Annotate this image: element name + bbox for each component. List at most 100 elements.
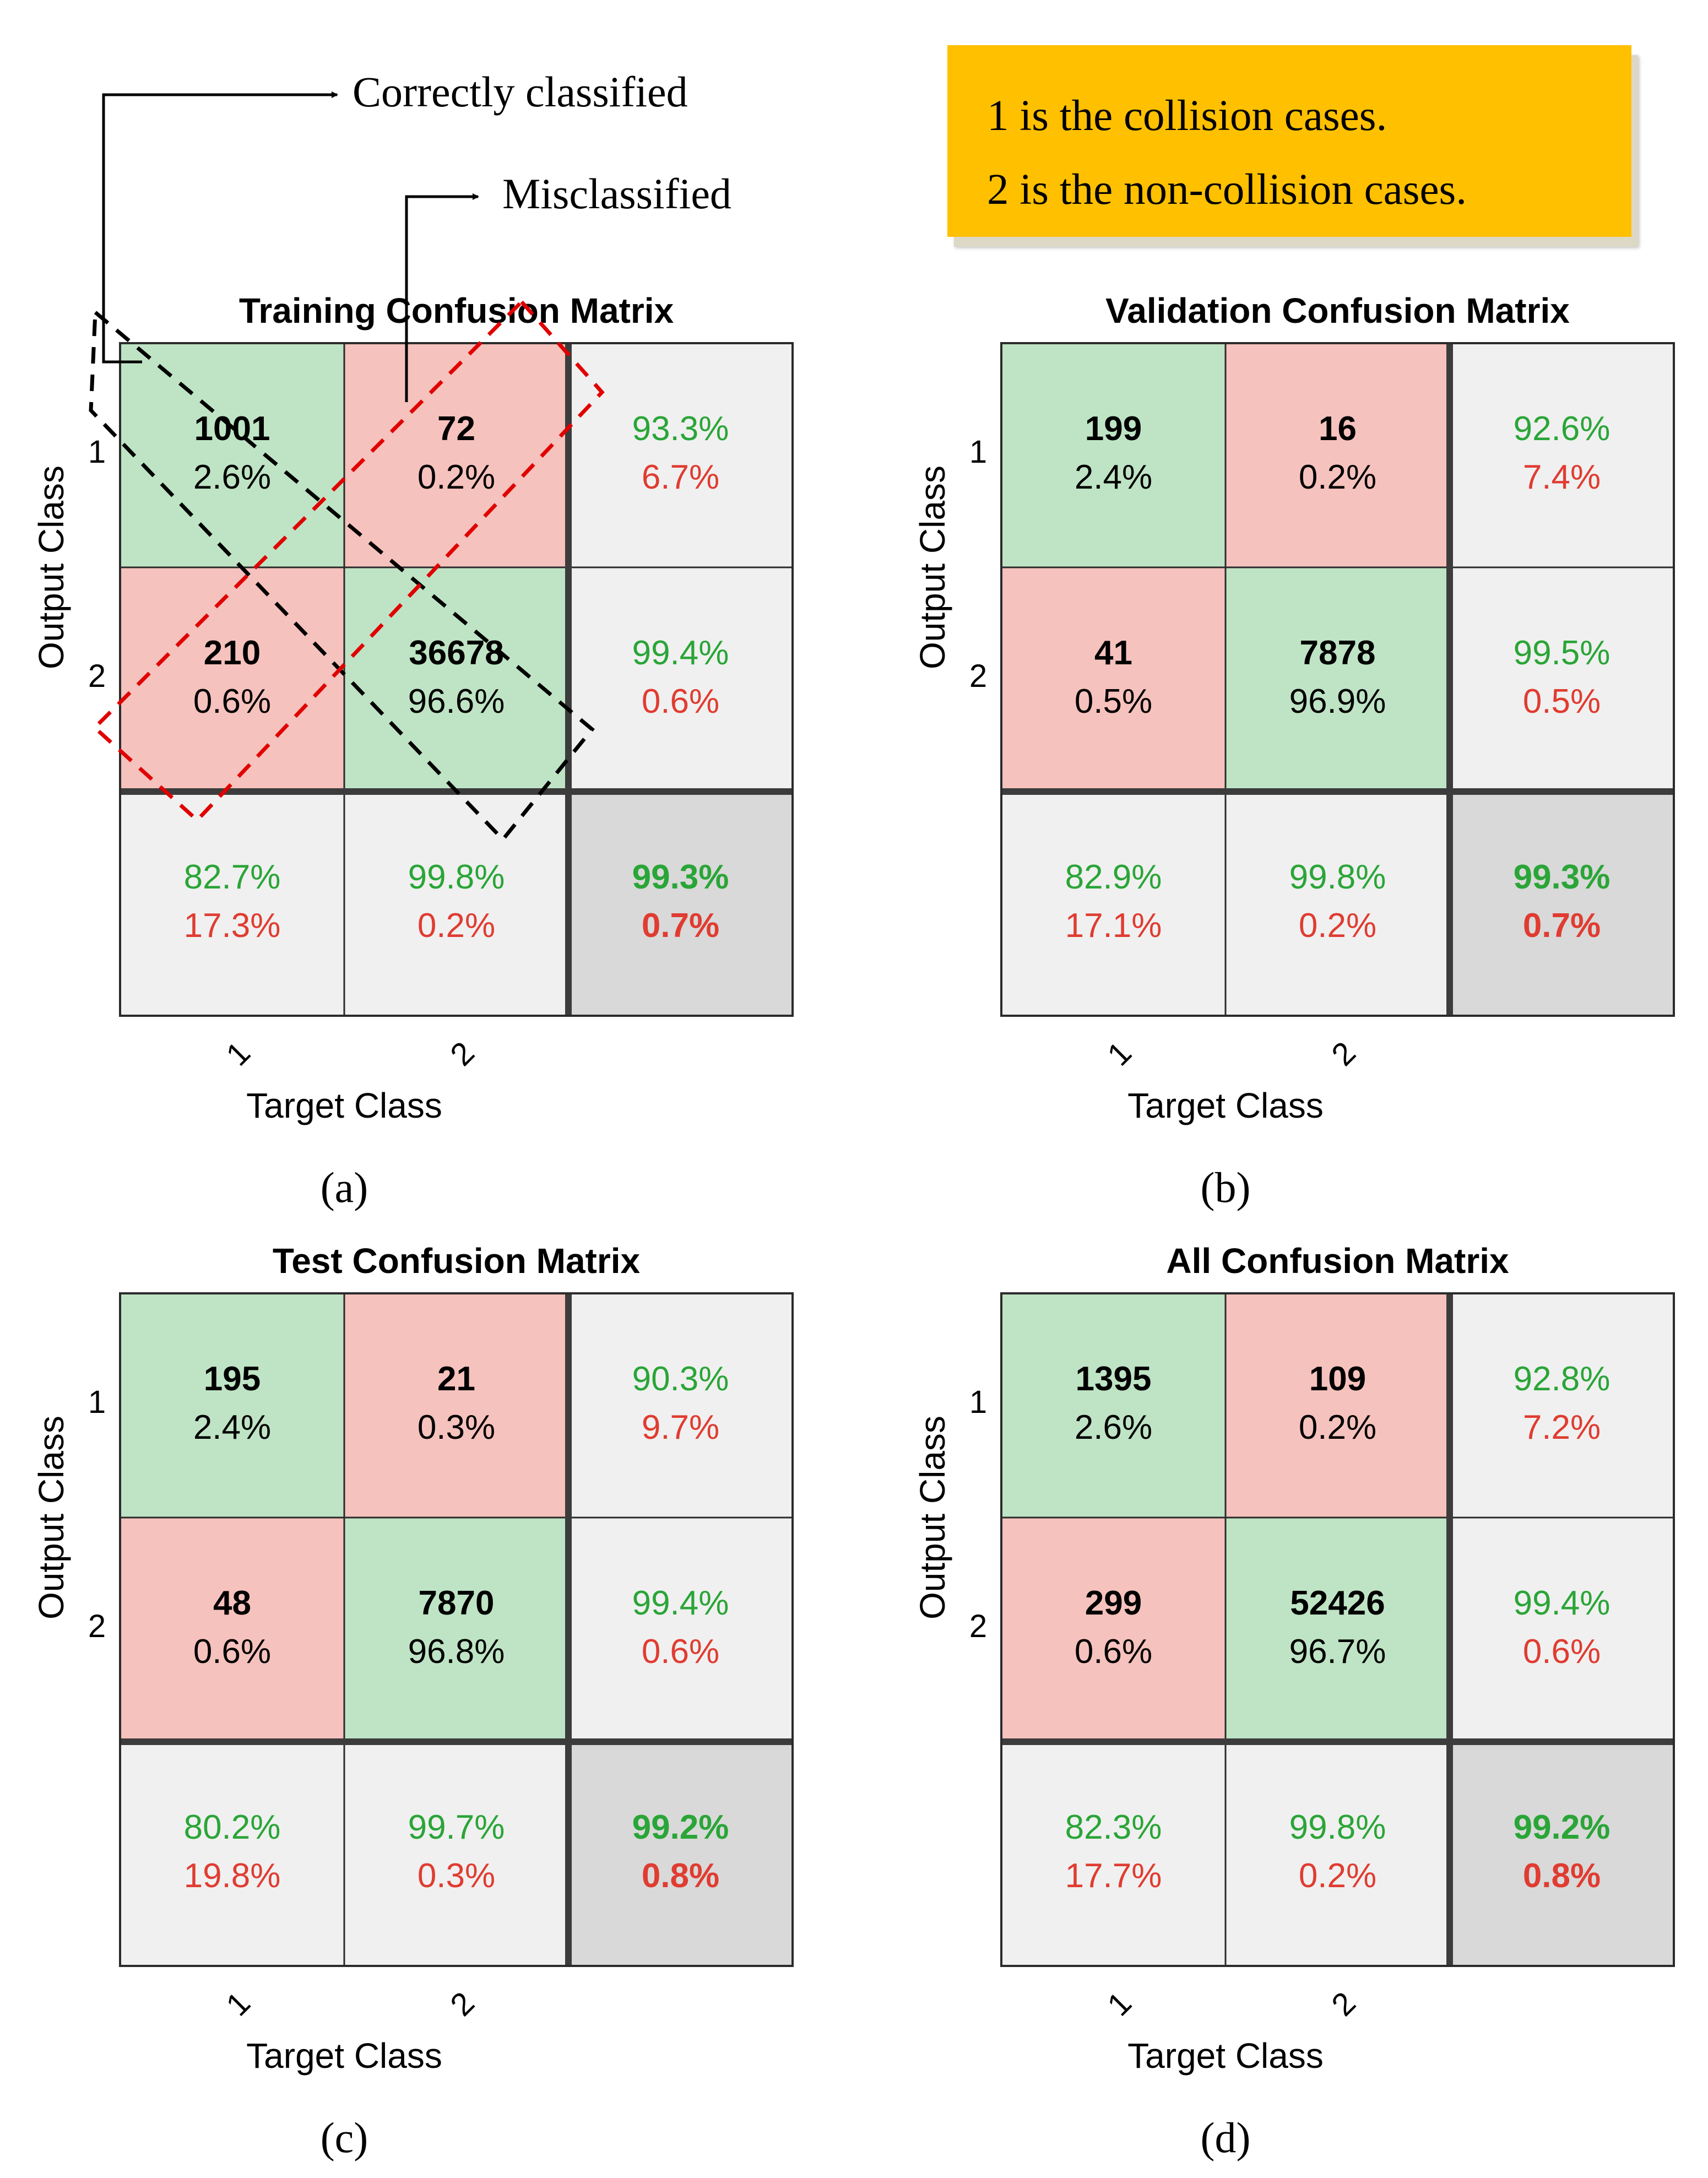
row-error: 9.7%: [642, 1408, 719, 1446]
panel-title: Validation Confusion Matrix: [1105, 291, 1570, 331]
cell-count: 195: [204, 1360, 261, 1398]
matrix-cell: [119, 1292, 345, 1519]
x-axis-label: Target Class: [1127, 2036, 1324, 2076]
row-error: 7.4%: [1523, 458, 1601, 496]
cell-percent: 96.9%: [1289, 682, 1386, 720]
panel-title: Test Confusion Matrix: [273, 1241, 641, 1281]
matrix-cell: [1224, 342, 1451, 568]
column-error: 0.2%: [1299, 907, 1376, 945]
row-error: 6.7%: [642, 458, 719, 496]
column-error: 0.3%: [417, 1857, 495, 1895]
overall-error: 0.8%: [642, 1857, 719, 1895]
correctly-classified-label: Correctly classified: [353, 68, 688, 116]
cell-count: 52426: [1290, 1584, 1385, 1622]
row-error: 7.2%: [1523, 1408, 1601, 1446]
matrix-cell: [343, 566, 570, 793]
matrix-cell: [1224, 1741, 1451, 1967]
matrix-cell: [1224, 1516, 1451, 1743]
x-tick-label: 1: [219, 1985, 257, 2023]
cell-percent: 0.6%: [193, 682, 271, 720]
cell-count: 109: [1309, 1360, 1366, 1398]
cell-percent: 0.2%: [417, 458, 495, 496]
matrix-cell: [119, 566, 345, 793]
y-tick-label: 2: [969, 1608, 987, 1644]
overall-accuracy: 99.2%: [632, 1808, 729, 1846]
column-error: 19.8%: [184, 1857, 281, 1895]
cell-count: 7878: [1300, 634, 1376, 672]
column-recall: 99.8%: [408, 858, 505, 896]
matrix-panel-3: Test Confusion Matrix1952.4%210.3%480.6%…: [31, 1241, 794, 2161]
overall-error: 0.7%: [642, 907, 719, 945]
matrix-border: [1000, 342, 1675, 1017]
cell-percent: 2.4%: [1075, 458, 1152, 496]
cell-percent: 96.6%: [408, 682, 505, 720]
cell-percent: 0.6%: [193, 1633, 271, 1671]
matrix-panel-2: Validation Confusion Matrix 199 2.4% 16 0.2%…: [913, 291, 1675, 1211]
panel-label: (a): [321, 1163, 368, 1211]
column-error: 17.3%: [184, 907, 281, 945]
x-axis-label: Target Class: [246, 2036, 442, 2076]
panel-label: (b): [1201, 1163, 1251, 1211]
matrix-cell: [1449, 790, 1675, 1017]
row-precision: 93.3%: [632, 410, 729, 448]
cell-count: 199: [1085, 410, 1142, 448]
cell-count: 41: [1094, 634, 1132, 672]
cell-count: 1395: [1076, 1360, 1152, 1398]
x-tick-label: 1: [219, 1035, 257, 1073]
matrix-cell: [343, 342, 570, 568]
matrix-cell: [343, 1741, 570, 1967]
matrix-cell: [567, 1516, 794, 1743]
x-tick-label: 2: [1325, 1985, 1363, 2023]
matrix-cell: [567, 342, 794, 568]
column-recall: 99.8%: [1289, 858, 1386, 896]
column-recall: 82.3%: [1065, 1808, 1162, 1846]
class-legend-note: 1 is the collision cases. 2 is the non-c…: [947, 45, 1631, 237]
cell-percent: 0.2%: [1299, 458, 1376, 496]
correctly-classified-box: [89, 308, 595, 843]
matrix-cell: [567, 1741, 794, 1967]
matrix-cell: [1224, 790, 1451, 1017]
column-error: 0.2%: [1299, 1857, 1376, 1895]
matrix-cell: [1449, 1741, 1675, 1967]
y-axis-label: Output Class: [913, 1416, 952, 1619]
column-error: 17.7%: [1065, 1857, 1162, 1895]
column-recall: 82.7%: [184, 858, 281, 896]
row-precision: 99.4%: [632, 634, 729, 672]
matrix-cell: [1449, 1292, 1675, 1519]
overall-accuracy: 99.3%: [632, 858, 729, 896]
cell-percent: 0.2%: [1299, 1408, 1376, 1446]
note-line-non-collision: 2 is the non-collision cases.: [987, 166, 1467, 214]
row-precision: 99.4%: [1514, 1584, 1611, 1622]
matrix-cell: [343, 790, 570, 1017]
cell-count: 21: [437, 1360, 475, 1398]
matrix-cell: [1449, 1516, 1675, 1743]
matrix-cell: [1224, 1292, 1451, 1519]
misclassified-arrow: [405, 193, 479, 402]
column-recall: 99.8%: [1289, 1808, 1386, 1846]
matrix-cell: [567, 790, 794, 1017]
y-axis-label: Output Class: [31, 465, 71, 669]
y-tick-label: 2: [969, 658, 987, 694]
x-tick-label: 2: [443, 1985, 481, 2023]
matrix-border: [119, 1292, 794, 1967]
matrix-cell: [119, 342, 345, 568]
x-tick-label: 2: [443, 1035, 481, 1073]
note-line-collision: 1 is the collision cases.: [987, 92, 1387, 140]
misclassified-box: [91, 299, 605, 823]
panel-label: (c): [321, 2114, 368, 2161]
matrix-cell: [1000, 342, 1227, 568]
panel-title: Training Confusion Matrix: [239, 291, 674, 331]
matrix-cell: [1000, 566, 1227, 793]
matrix-cell: [1449, 566, 1675, 793]
row-error: 0.6%: [642, 682, 719, 720]
row-error: 0.5%: [1523, 682, 1601, 720]
y-tick-label: 1: [969, 1384, 987, 1420]
cell-count: 48: [213, 1584, 251, 1622]
matrix-cell: [343, 1516, 570, 1743]
column-error: 0.2%: [417, 907, 495, 945]
cell-count: 72: [437, 410, 475, 448]
matrix-cell: [1000, 1516, 1227, 1743]
matrix-cell: [1000, 1741, 1227, 1967]
matrix-cell: [1449, 342, 1675, 568]
row-precision: 90.3%: [632, 1360, 729, 1398]
